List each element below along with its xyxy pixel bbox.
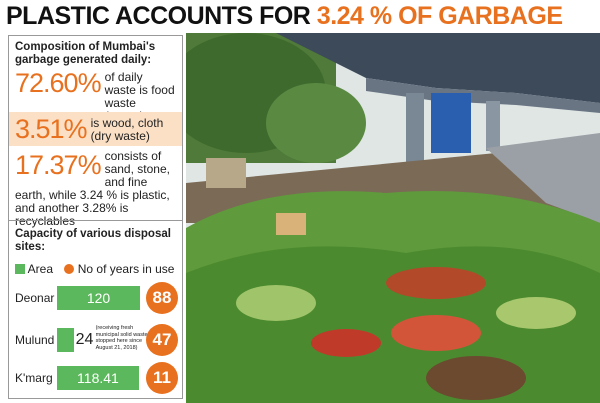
sites-chart: Deonar 120 88 Mulund 24 (receiving fresh muni… (9, 36, 182, 398)
headline: PLASTIC ACCOUNTS FOR 3.24 % OF GARBAGE (6, 2, 563, 31)
years-circle: 47 (146, 324, 178, 356)
composition-item: 3.51% is wood, cloth (dry waste) (9, 112, 182, 146)
site-name: Mulund (15, 333, 55, 347)
site-note: (receiving fresh municipal solid waste i… (95, 325, 154, 351)
item-text: is wood, cloth (dry waste) (90, 116, 164, 143)
info-panel: Composition of Mumbai's garbage generate… (8, 35, 183, 399)
area-bar (57, 366, 139, 390)
headline-highlight: 3.24 % OF GARBAGE (316, 2, 563, 30)
legend-label: Area (27, 262, 54, 276)
area-label: 118.41 (77, 370, 119, 386)
composition-item: 17.37% consists of sand, stone, and fine … (9, 150, 182, 228)
legend-label: No of years in use (77, 262, 175, 276)
legend-swatch (64, 264, 75, 274)
item-text: consists of sand, stone, and fine earth,… (15, 149, 170, 228)
composition-heading: Composition of Mumbai's garbage generate… (15, 41, 156, 66)
item-value: 17.37% (15, 150, 102, 180)
capacity-heading: Capacity of various disposal sites: (15, 228, 171, 253)
item-block: 17.37% consists of sand, stone, and fine … (15, 150, 176, 228)
site-name: Deonar (15, 291, 55, 305)
legend: Area No of years in use (15, 262, 174, 276)
area-label: 24 (75, 331, 94, 348)
site-name: K'marg (15, 371, 53, 385)
legend-swatch (15, 264, 25, 274)
item-value: 3.51% (15, 114, 88, 144)
photo (186, 33, 600, 403)
years-circle: 88 (146, 282, 178, 314)
item-value: 72.60% (15, 68, 102, 98)
divider (9, 220, 182, 221)
area-bar (57, 328, 74, 352)
area-bar (57, 286, 140, 310)
headline-lead: PLASTIC ACCOUNTS FOR (6, 2, 311, 30)
years-circle: 11 (146, 362, 178, 394)
area-label: 120 (86, 290, 111, 306)
